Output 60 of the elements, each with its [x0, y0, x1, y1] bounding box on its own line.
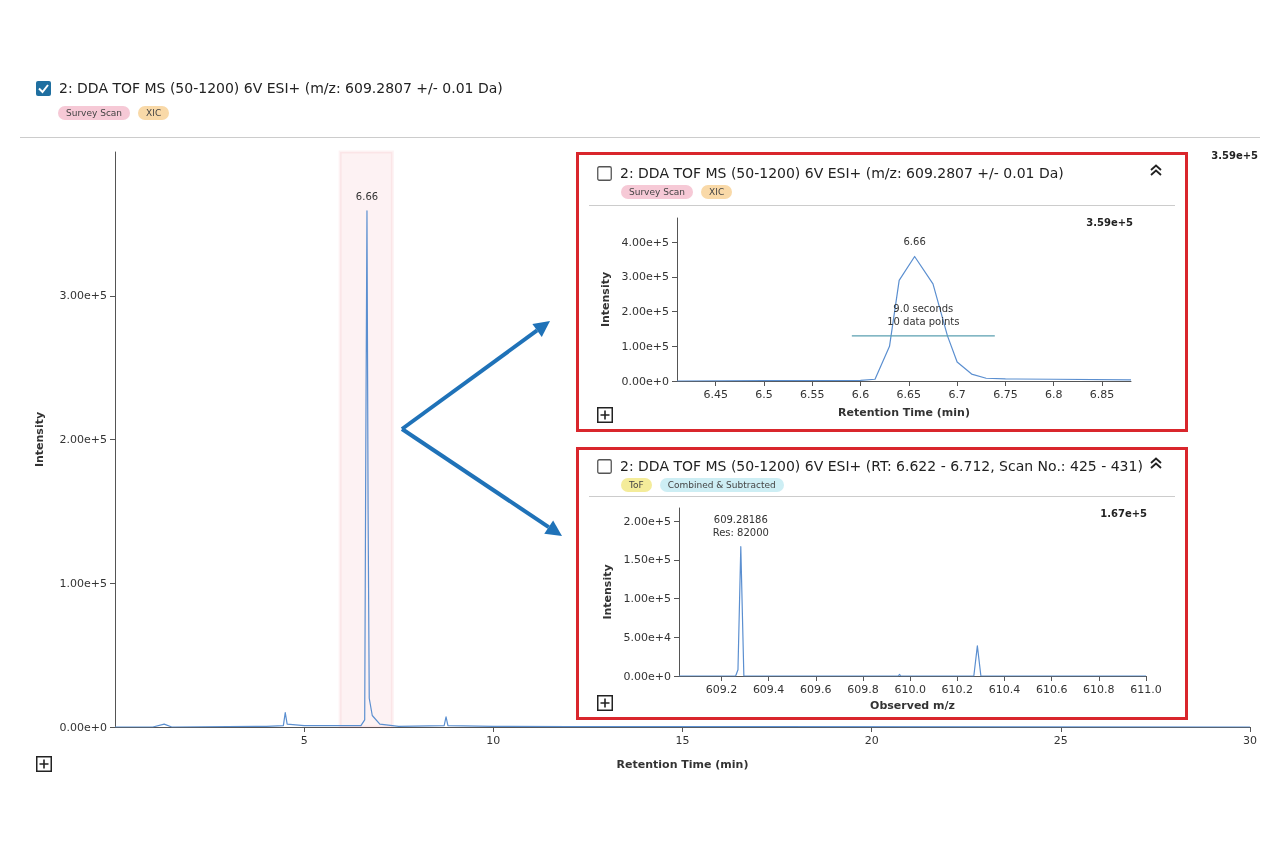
x-tick-label: 611.0 — [1130, 683, 1162, 696]
x-tick-label: 609.4 — [752, 683, 785, 696]
x-tick-label: 6.45 — [703, 388, 728, 401]
x-tick-label: 609.8 — [847, 683, 879, 696]
y-axis-title: Intensity — [33, 411, 46, 468]
y-tick-label: 5.00e+4 — [623, 630, 671, 644]
annotation: 609.28186 Res: 82000 — [712, 513, 769, 538]
y-tick-label: 0.00e+0 — [621, 374, 669, 388]
annotation: 6.66 — [355, 190, 379, 202]
annotation: 3.59e+5 — [1086, 217, 1133, 228]
y-tick-label: 4.00e+5 — [621, 235, 669, 249]
annotation: 3.59e+5 — [1211, 150, 1258, 161]
y-tick-label: 2.00e+5 — [621, 305, 669, 319]
x-tick-label: 5 — [300, 734, 308, 747]
x-axis-title: Retention Time (min) — [838, 406, 970, 419]
annotation: Combined & Subtracted — [659, 478, 784, 492]
y-tick-label: 1.00e+5 — [623, 592, 671, 606]
chart-title: 2: DDA TOF MS (50-1200) 6V ESI+ (m/z: 609.2807 +/- 0.01 Da) — [620, 165, 1064, 181]
chart-title: 2: DDA TOF MS (50-1200) 6V ESI+ (m/z: 609.2807 +/- 0.01 Da) — [59, 80, 503, 96]
x-tick-label: 25 — [1053, 734, 1068, 747]
x-tick-label: 15 — [675, 734, 690, 747]
x-tick-label: 6.6 — [851, 388, 870, 401]
x-tick-label: 609.6 — [800, 683, 832, 696]
x-tick-label: 6.75 — [993, 388, 1018, 401]
x-tick-label: 20 — [864, 734, 879, 747]
x-tick-label: 6.7 — [948, 388, 966, 401]
text: XIC — [138, 106, 170, 120]
y-tick-label: 1.00e+5 — [59, 576, 107, 590]
x-tick-label: 6.65 — [896, 388, 922, 401]
x-tick-label: 6.85 — [1089, 388, 1115, 401]
x-tick-label: 610.0 — [894, 683, 926, 696]
chart-title: 2: DDA TOF MS (50-1200) 6V ESI+ (RT: 6.622 - 6.712, Scan No.: 425 - 431) — [620, 458, 1143, 474]
annotation: Survey Scan — [621, 185, 694, 199]
x-axis-title: Observed m/z — [870, 699, 955, 712]
y-tick-label: 2.00e+5 — [623, 514, 671, 528]
annotation: ToF — [621, 478, 652, 492]
x-axis-title: Retention Time (min) — [616, 758, 749, 771]
x-tick-label: 6.8 — [1044, 388, 1063, 401]
y-tick-label: 0.00e+0 — [623, 669, 671, 683]
x-tick-label: 609.2 — [705, 683, 738, 696]
annotation: XIC — [701, 185, 733, 199]
x-tick-label: 610.2 — [941, 683, 974, 696]
x-tick-label: 30 — [1243, 734, 1257, 747]
x-tick-label: 610.8 — [1083, 683, 1115, 696]
annotation: 1.67e+5 — [1100, 508, 1147, 519]
x-tick-label: 610.4 — [988, 683, 1021, 696]
x-tick-label: 10 — [486, 734, 501, 747]
y-tick-label: 2.00e+5 — [59, 433, 107, 446]
text: Survey Scan — [58, 106, 131, 120]
x-tick-label: 6.5 — [755, 388, 773, 401]
x-tick-label: 610.6 — [1035, 683, 1068, 696]
annotation: 6.66 — [903, 236, 926, 248]
y-tick-label: 1.50e+5 — [623, 553, 671, 567]
y-tick-label: 3.00e+5 — [621, 270, 669, 284]
y-tick-label: 1.00e+5 — [621, 339, 669, 353]
y-axis-title: Intensity — [598, 271, 612, 328]
y-tick-label: 0.00e+0 — [59, 720, 107, 734]
y-axis-title: Intensity — [600, 564, 614, 620]
y-tick-label: 3.00e+5 — [59, 289, 107, 303]
x-tick-label: 6.55 — [799, 388, 825, 401]
